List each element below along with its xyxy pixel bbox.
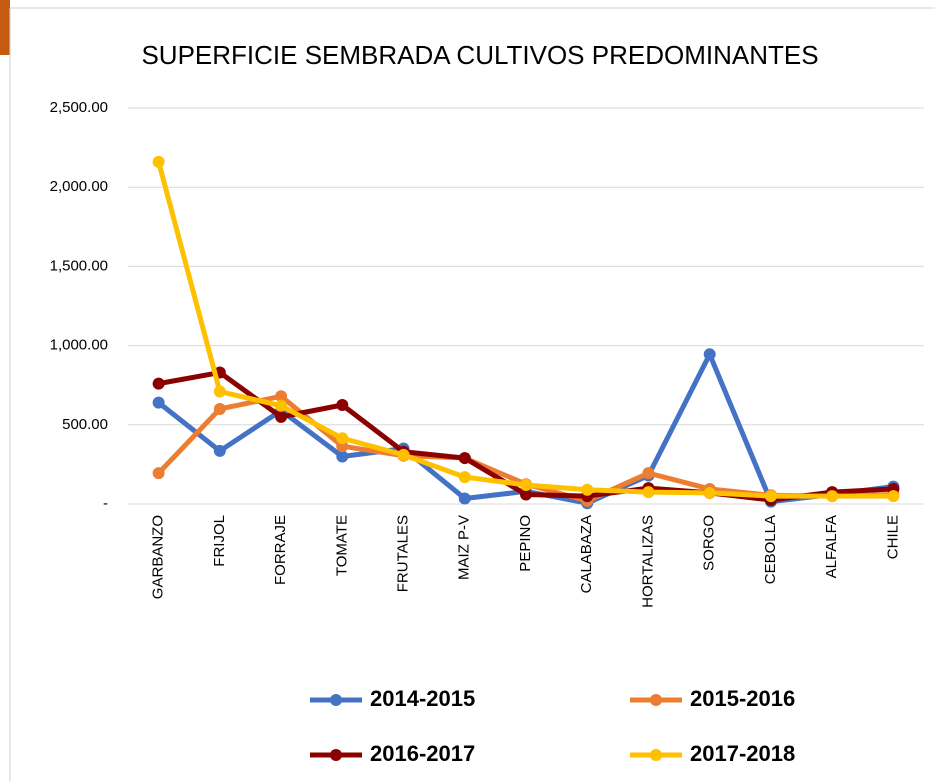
data-point xyxy=(275,399,288,412)
y-tick-label: 500.00 xyxy=(62,416,108,433)
sheet-edge xyxy=(0,0,10,55)
x-tick-label: MAIZ P-V xyxy=(456,515,473,580)
data-point xyxy=(458,492,471,505)
y-tick-label: - xyxy=(103,495,108,512)
data-point xyxy=(152,155,165,168)
data-point xyxy=(336,450,349,463)
data-point xyxy=(826,490,839,503)
legend-label: 2015-2016 xyxy=(690,686,795,711)
legend-label: 2014-2015 xyxy=(370,686,475,711)
x-tick-label: FRUTALES xyxy=(395,515,412,592)
data-point xyxy=(520,478,532,491)
x-tick-label: CHILE xyxy=(884,515,901,559)
data-point xyxy=(397,448,410,461)
x-tick-label: PEPINO xyxy=(517,515,534,572)
data-point xyxy=(642,467,655,480)
y-tick-label: 1,500.00 xyxy=(50,257,108,274)
chart-title: SUPERFICIE SEMBRADA CULTIVOS PREDOMINANT… xyxy=(141,40,818,70)
legend-label: 2016-2017 xyxy=(370,741,475,766)
legend-marker xyxy=(650,749,662,761)
y-tick-label: 2,000.00 xyxy=(50,178,108,195)
x-tick-label: ALFALFA xyxy=(823,515,840,578)
data-point xyxy=(152,377,165,390)
data-point xyxy=(152,396,165,409)
data-point xyxy=(458,452,471,465)
data-point xyxy=(275,390,288,403)
data-point xyxy=(213,402,226,415)
data-point xyxy=(520,488,532,501)
x-tick-label: CEBOLLA xyxy=(762,515,779,584)
legend-label: 2017-2018 xyxy=(690,741,795,766)
data-point xyxy=(703,486,716,499)
y-tick-label: 2,500.00 xyxy=(50,99,108,116)
x-tick-label: TOMATE xyxy=(333,515,350,576)
data-point xyxy=(336,399,349,411)
data-point xyxy=(213,385,226,398)
y-tick-label: 1,000.00 xyxy=(50,337,108,354)
x-tick-label: SORGO xyxy=(701,515,718,571)
legend-marker xyxy=(650,694,662,706)
data-point xyxy=(152,467,165,480)
x-tick-label: FRIJOL xyxy=(211,515,228,567)
x-tick-label: FORRAJE xyxy=(272,515,289,585)
data-point xyxy=(213,444,226,457)
data-point xyxy=(581,483,594,496)
legend-marker xyxy=(330,749,342,761)
data-point xyxy=(275,410,288,423)
data-point xyxy=(887,490,900,503)
x-tick-label: CALABAZA xyxy=(578,515,595,593)
data-point xyxy=(458,471,471,484)
data-point xyxy=(336,432,349,445)
data-point xyxy=(703,348,716,361)
x-tick-label: HORTALIZAS xyxy=(639,515,656,608)
legend-marker xyxy=(330,694,342,706)
x-tick-label: GARBANZO xyxy=(150,515,167,599)
data-point xyxy=(642,486,655,499)
data-point xyxy=(764,490,777,503)
